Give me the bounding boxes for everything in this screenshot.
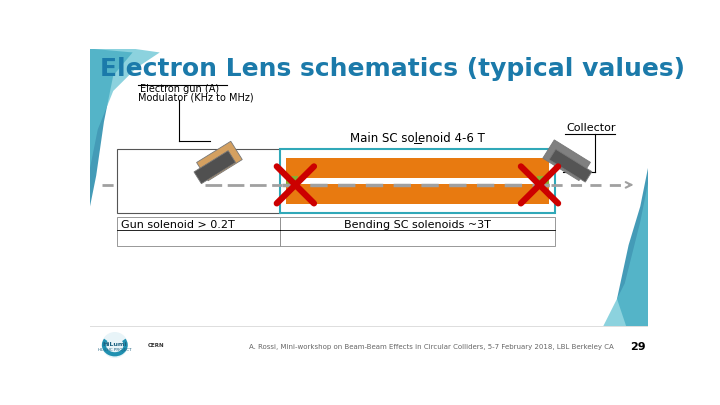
Text: Electron Lens schematics (typical values): Electron Lens schematics (typical values… [100, 58, 685, 81]
Text: Electron gun (A): Electron gun (A) [140, 84, 219, 94]
Circle shape [145, 335, 166, 355]
Bar [90, 326, 648, 360]
Bar [286, 177, 297, 185]
Circle shape [149, 338, 163, 352]
Bar [537, 177, 549, 185]
Text: HL·LHC PROJECT: HL·LHC PROJECT [98, 347, 132, 352]
Polygon shape [194, 151, 235, 183]
Bar [280, 149, 555, 213]
Polygon shape [543, 140, 590, 181]
Text: 29: 29 [630, 341, 646, 352]
Bar [117, 149, 280, 213]
Text: Gun solenoid > 0.2T: Gun solenoid > 0.2T [121, 220, 235, 230]
Text: A. Rossi, Mini-workshop on Beam-Beam Effects in Circular Colliders, 5-7 February: A. Rossi, Mini-workshop on Beam-Beam Eff… [249, 343, 613, 350]
Bar [117, 217, 280, 247]
Bar [286, 158, 549, 178]
Polygon shape [549, 149, 592, 182]
Text: Collector: Collector [567, 123, 616, 133]
Polygon shape [90, 49, 160, 168]
Bar [280, 217, 555, 247]
Circle shape [102, 333, 127, 357]
Polygon shape [197, 141, 242, 181]
Polygon shape [617, 168, 648, 360]
Text: Main SC solenoid 4-6 T: Main SC solenoid 4-6 T [350, 132, 485, 145]
Text: HiLumi: HiLumi [102, 342, 127, 347]
Bar [286, 184, 549, 204]
Polygon shape [90, 49, 132, 207]
Text: CERN: CERN [148, 343, 164, 347]
Text: Modulator (KHz to MHz): Modulator (KHz to MHz) [138, 92, 253, 102]
Polygon shape [586, 183, 648, 360]
Text: Bending SC solenoids ~3T: Bending SC solenoids ~3T [344, 220, 491, 230]
